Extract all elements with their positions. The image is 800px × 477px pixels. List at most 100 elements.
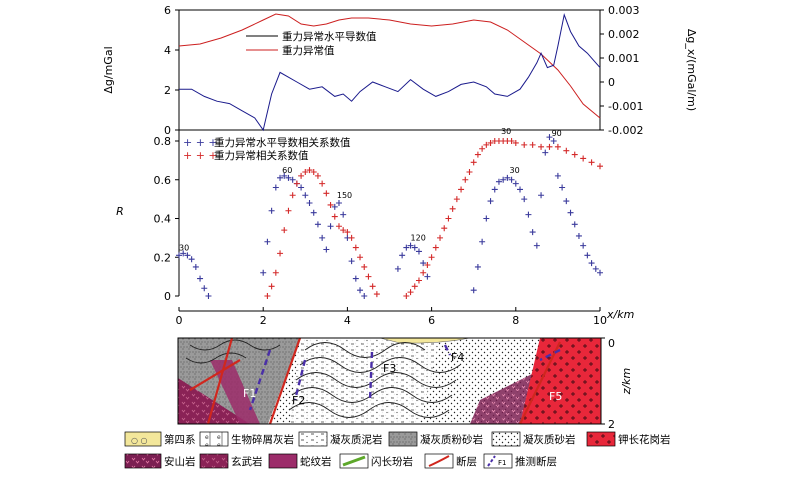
derivative-corr-point bbox=[192, 263, 199, 270]
anomaly-corr-point bbox=[310, 169, 317, 175]
derivative-corr-point bbox=[268, 207, 275, 214]
derivative-corr-point bbox=[411, 244, 418, 251]
anomaly-corr-point bbox=[458, 186, 465, 193]
derivative-corr-point bbox=[487, 198, 494, 205]
geologic-section: F1 F2 F3 F4 F5 0 2 z/km bbox=[177, 337, 633, 431]
anomaly-corr-point bbox=[306, 167, 313, 174]
x-tick-label: 0 bbox=[176, 314, 183, 327]
anomaly-corr-point bbox=[293, 180, 300, 187]
derivative-corr-point bbox=[314, 221, 321, 228]
anomaly-corr-point bbox=[479, 145, 486, 152]
derivative-corr-point bbox=[571, 221, 578, 228]
anomaly-corr-point bbox=[512, 139, 519, 146]
derivative-corr-point bbox=[399, 252, 406, 259]
fault-label-f3: F3 bbox=[383, 362, 396, 375]
derivative-corr-point bbox=[361, 293, 368, 299]
fault-glyph bbox=[428, 455, 450, 467]
x-tick-label: 6 bbox=[428, 314, 435, 327]
derivative-corr-point bbox=[327, 223, 334, 230]
legend-text-basalt: 玄武岩 bbox=[231, 455, 263, 468]
anomaly-corr-point bbox=[268, 283, 275, 290]
r-tick-label: 0.2 bbox=[154, 251, 172, 264]
r-tick-label: 0.8 bbox=[154, 135, 172, 148]
anomaly-corr-point bbox=[344, 229, 351, 236]
anomaly-corr-point bbox=[340, 227, 347, 234]
horizontal-derivative-line bbox=[179, 12, 601, 132]
derivative-corr-point bbox=[500, 176, 507, 183]
anomaly-corr-point bbox=[314, 172, 321, 179]
angle-annotation: 90 bbox=[552, 129, 562, 138]
legend-swatch-quaternary bbox=[124, 431, 162, 447]
legend-swatch-tuff-silt bbox=[388, 431, 418, 447]
r-tick-label: 0 bbox=[164, 290, 171, 303]
derivative-corr-point bbox=[542, 149, 549, 156]
derivative-corr-point bbox=[508, 176, 515, 183]
derivative-corr-point bbox=[533, 242, 540, 249]
derivative-corr-point bbox=[197, 275, 204, 282]
angle-annotation: 120 bbox=[411, 234, 426, 243]
derivative-corr-point bbox=[504, 174, 511, 181]
derivative-corr-point bbox=[180, 250, 187, 257]
depth-axis-label: z/km bbox=[620, 368, 633, 396]
derivative-corr-point bbox=[592, 265, 599, 272]
depth-tick-label-2: 2 bbox=[608, 418, 615, 431]
anomaly-corr-point bbox=[298, 172, 305, 179]
fault-lines bbox=[189, 337, 561, 425]
anomaly-corr-point bbox=[264, 293, 271, 299]
fault-label-f4: F4 bbox=[451, 351, 464, 364]
derivative-corr-point bbox=[420, 260, 427, 267]
anomaly-corr-point bbox=[483, 141, 490, 148]
fault-label-f1: F1 bbox=[243, 387, 256, 400]
r-tick-label: 0.6 bbox=[154, 174, 172, 187]
anomaly-corr-point bbox=[285, 207, 292, 214]
derivative-corr-point bbox=[176, 252, 182, 259]
anomaly-corr-point bbox=[302, 169, 309, 175]
derivative-corr-point bbox=[277, 174, 284, 181]
derivative-corr-point bbox=[394, 265, 401, 272]
derivative-corr-point bbox=[298, 184, 305, 191]
left-tick-label: 2 bbox=[164, 84, 171, 97]
anomaly-corr-point bbox=[369, 283, 376, 290]
x-tick-label: 4 bbox=[344, 314, 351, 327]
x-tick-label: 2 bbox=[260, 314, 267, 327]
legend-swatch-granite bbox=[586, 431, 616, 447]
anomaly-corr-point bbox=[453, 196, 460, 203]
gravity-plot-frame bbox=[178, 9, 601, 131]
anomaly-corr-point bbox=[407, 289, 414, 296]
anomaly-corr-point bbox=[272, 269, 279, 276]
derivative-corr-point bbox=[306, 200, 313, 206]
anomaly-corr-point bbox=[449, 205, 456, 212]
anomaly-corr-point bbox=[277, 250, 284, 257]
derivative-corr-point bbox=[538, 192, 545, 199]
derivative-corr-point bbox=[331, 203, 338, 210]
legend-text-quaternary: 第四系 bbox=[164, 433, 196, 446]
anomaly-corr-point bbox=[445, 215, 452, 222]
gravity-legend: 重力异常水平导数值 重力异常值 bbox=[246, 30, 377, 57]
derivative-corr-point bbox=[260, 269, 267, 276]
anomaly-corr-point bbox=[420, 269, 427, 276]
lithology-legend: ○ ○ 第四系 生物碎屑灰岩 凝灰质泥岩 凝灰质粉砂岩 凝灰质砂岩 钾长花岗岩 … bbox=[124, 431, 671, 469]
anomaly-correlation-points bbox=[264, 138, 603, 299]
derivative-corr-point bbox=[546, 134, 553, 141]
fault-label-f5: F5 bbox=[549, 390, 562, 403]
legend-swatch-serpentinite bbox=[268, 453, 298, 469]
legend-text-andesite: 安山岩 bbox=[164, 455, 196, 468]
anomaly-corr-point bbox=[554, 143, 561, 150]
derivative-corr-point bbox=[521, 196, 528, 203]
legend-marker-derivative-corr: + + + bbox=[183, 136, 218, 149]
inferred-fault-glyph bbox=[487, 455, 496, 467]
legend-marker-anomaly-corr: + + + bbox=[183, 149, 218, 162]
derivative-corr-point bbox=[559, 184, 566, 191]
angle-annotation: 30 bbox=[179, 243, 189, 252]
derivative-corr-point bbox=[512, 180, 519, 187]
anomaly-corr-point bbox=[466, 169, 473, 175]
angle-annotation: 150 bbox=[337, 191, 352, 200]
left-tick-label: 0 bbox=[164, 124, 171, 137]
anomaly-corr-point bbox=[365, 273, 372, 280]
legend-swatch-quaternary-glyph: ○ ○ bbox=[131, 436, 148, 445]
left-axis-label: Δg/mGal bbox=[102, 46, 115, 93]
derivative-corr-point bbox=[340, 211, 347, 218]
legend-text-serpentinite: 蛇纹岩 bbox=[300, 455, 332, 468]
derivative-corr-point bbox=[289, 176, 296, 183]
